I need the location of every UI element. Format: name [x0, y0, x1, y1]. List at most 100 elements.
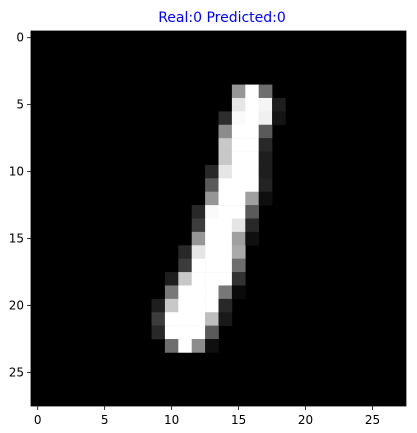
- pixel-cell: [218, 258, 233, 273]
- pixel-cell: [272, 111, 286, 126]
- pixel-cell: [231, 84, 246, 99]
- pixel-cell: [164, 339, 179, 353]
- pixel-cell: [164, 325, 179, 340]
- pixel-cell: [191, 218, 206, 233]
- pixel-cell: [178, 258, 193, 273]
- pixel-cell: [245, 178, 259, 193]
- pixel-cell: [191, 285, 206, 300]
- pixel-cell: [272, 97, 286, 112]
- pixel-cell: [191, 231, 206, 246]
- pixel-cell: [205, 245, 219, 259]
- pixel-cell: [218, 111, 233, 126]
- x-tick-label: 5: [101, 413, 109, 427]
- pixel-cell: [231, 124, 246, 139]
- y-tick-label: 5: [16, 98, 24, 112]
- pixel-cell: [205, 164, 219, 179]
- pixel-cell: [191, 245, 206, 259]
- pixel-cell: [258, 164, 273, 179]
- pixel-cell: [258, 178, 273, 193]
- pixel-cell: [218, 245, 233, 259]
- pixel-cell: [218, 298, 233, 313]
- pixel-cell: [218, 285, 233, 300]
- pixel-cell: [191, 339, 206, 353]
- pixel-cell: [164, 285, 179, 300]
- y-tick-label: 20: [9, 299, 24, 313]
- y-axis: 0 5 10 15 20 25: [9, 31, 31, 380]
- pixel-cell: [218, 272, 233, 286]
- pixel-cell: [191, 312, 206, 326]
- pixel-cell: [218, 191, 233, 206]
- pixel-cell: [231, 164, 246, 179]
- pixel-cell: [205, 178, 219, 193]
- pixel-cell: [245, 84, 259, 99]
- pixel-cell: [218, 178, 233, 193]
- y-tick-label: 15: [9, 232, 24, 246]
- pixel-cell: [245, 231, 259, 246]
- pixel-cell: [258, 111, 273, 126]
- y-tick-label: 10: [9, 165, 24, 179]
- pixel-cell: [151, 312, 166, 326]
- pixel-cell: [164, 298, 179, 313]
- y-tick-label: 0: [16, 31, 24, 45]
- chart-title: Real:0 Predicted:0: [158, 10, 286, 26]
- pixel-cell: [205, 272, 219, 286]
- pixel-cell: [231, 218, 246, 233]
- pixel-cell: [205, 231, 219, 246]
- pixel-cell: [191, 205, 206, 219]
- pixel-cell: [191, 298, 206, 313]
- pixel-cell: [218, 231, 233, 246]
- x-tick-label: 15: [231, 413, 246, 427]
- axes-frame: [30, 30, 407, 407]
- pixel-cell: [218, 218, 233, 233]
- pixel-cell: [205, 325, 219, 340]
- pixel-cell: [205, 285, 219, 300]
- y-tick-label: 25: [9, 366, 24, 380]
- x-axis: 0 5 10 15 20 25: [34, 406, 380, 427]
- pixel-cell: [258, 191, 273, 206]
- pixel-cell: [218, 138, 233, 152]
- pixel-cell: [178, 285, 193, 300]
- pixel-cell: [191, 272, 206, 286]
- pixel-cell: [258, 97, 273, 112]
- pixel-cell: [231, 231, 246, 246]
- x-tick-label: 0: [34, 413, 42, 427]
- pixel-cell: [218, 205, 233, 219]
- pixel-cell: [178, 339, 193, 353]
- pixel-cell: [151, 325, 166, 340]
- pixel-cell: [205, 218, 219, 233]
- pixel-cell: [164, 272, 179, 286]
- pixel-cell: [245, 97, 259, 112]
- pixel-cell: [205, 205, 219, 219]
- pixel-cell: [178, 298, 193, 313]
- pixel-cell: [258, 84, 273, 99]
- pixel-cell: [178, 245, 193, 259]
- pixel-cell: [245, 111, 259, 126]
- pixel-cell: [231, 191, 246, 206]
- pixel-cell: [245, 218, 259, 233]
- pixel-cell: [245, 191, 259, 206]
- pixel-cell: [231, 151, 246, 166]
- pixel-cell: [218, 124, 233, 139]
- x-tick-label: 10: [164, 413, 179, 427]
- pixel-cell: [218, 151, 233, 166]
- pixel-cell: [231, 258, 246, 273]
- pixel-cell: [245, 151, 259, 166]
- pixel-layer: [151, 84, 286, 353]
- pixel-cell: [218, 312, 233, 326]
- pixel-cell: [258, 124, 273, 139]
- x-tick-label: 25: [365, 413, 380, 427]
- pixel-cell: [205, 258, 219, 273]
- pixel-cell: [231, 138, 246, 152]
- pixel-cell: [258, 138, 273, 152]
- pixel-cell: [178, 312, 193, 326]
- image-axes: 0 5 10 15 20 25 0 5 10 15 20 25: [9, 30, 407, 427]
- pixel-cell: [231, 205, 246, 219]
- x-tick-label: 20: [298, 413, 313, 427]
- pixel-cell: [205, 312, 219, 326]
- pixel-cell: [218, 164, 233, 179]
- pixel-cell: [191, 325, 206, 340]
- pixel-cell: [231, 272, 246, 286]
- pixel-cell: [151, 298, 166, 313]
- pixel-cell: [231, 178, 246, 193]
